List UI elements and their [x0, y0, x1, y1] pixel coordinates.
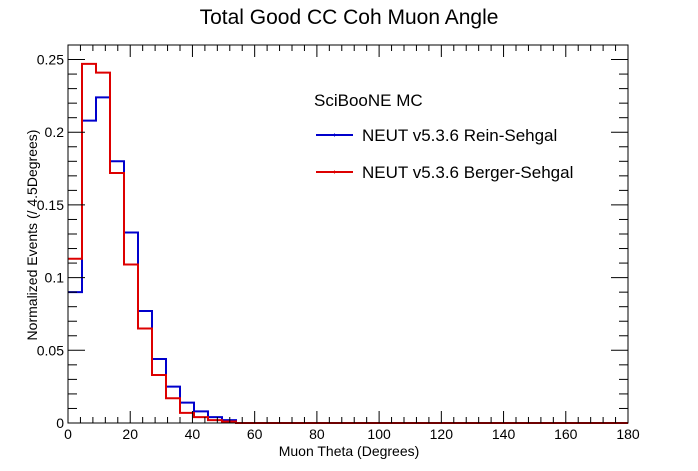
y-tick-label: 0 [56, 415, 64, 431]
x-tick-label: 120 [430, 426, 454, 442]
x-tick-label: 0 [64, 426, 72, 442]
chart-title: Total Good CC Coh Muon Angle [200, 6, 499, 29]
legend: SciBooNE MC NEUT v5.3.6 Rein-Sehgal NEUT … [314, 91, 573, 182]
x-tick-label: 180 [616, 426, 640, 442]
legend-entry-label: NEUT v5.3.6 Rein-Sehgal [362, 126, 557, 145]
legend-entry-label: NEUT v5.3.6 Berger-Sehgal [362, 163, 573, 182]
y-tick-label: 0.15 [37, 197, 64, 213]
y-axis-label: Normalized Events (/ 4.5Degrees) [24, 130, 40, 341]
x-tick-label: 40 [185, 426, 201, 442]
x-tick-label: 100 [367, 426, 391, 442]
ticks-layer: 0 20 40 60 80 100 120 140 160 180 0 0.05 0.1 0.15 0.2 0… [37, 44, 640, 442]
y-tick-label: 0.1 [45, 270, 65, 286]
series-layer [68, 62, 628, 424]
x-tick-label: 20 [122, 426, 138, 442]
y-tick-label: 0.2 [45, 124, 65, 140]
x-tick-label: 80 [309, 426, 325, 442]
legend-header: SciBooNE MC [314, 91, 423, 110]
y-tick-label: 0.05 [37, 342, 64, 358]
x-tick-label: 140 [492, 426, 516, 442]
y-tick-label: 0.25 [37, 52, 64, 68]
series-line-0 [68, 96, 628, 424]
series-line-1 [68, 62, 628, 424]
x-axis-label: Muon Theta (Degrees) [279, 443, 420, 459]
x-tick-label: 60 [247, 426, 263, 442]
x-tick-label: 160 [554, 426, 578, 442]
